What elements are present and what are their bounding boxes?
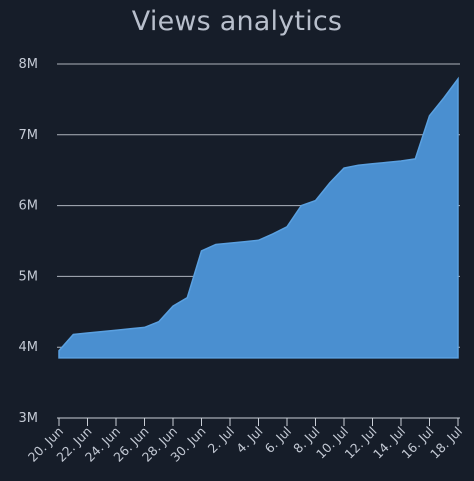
series-area [58,76,459,359]
x-tick-label: 18. Jul [427,424,465,462]
x-tick-label: 6. Jul [262,424,295,457]
chart-title: Views analytics [131,6,343,37]
y-tick-label: 5M [19,269,39,284]
y-tick-label: 7M [19,128,39,143]
y-tick-label: 8M [19,57,39,72]
y-tick-label: 4M [19,340,39,355]
x-tick-label: 4. Jul [233,424,266,457]
y-tick-label: 3M [19,411,39,426]
y-tick-label: 6M [19,199,39,214]
x-tick-label: 2. Jul [205,424,238,457]
